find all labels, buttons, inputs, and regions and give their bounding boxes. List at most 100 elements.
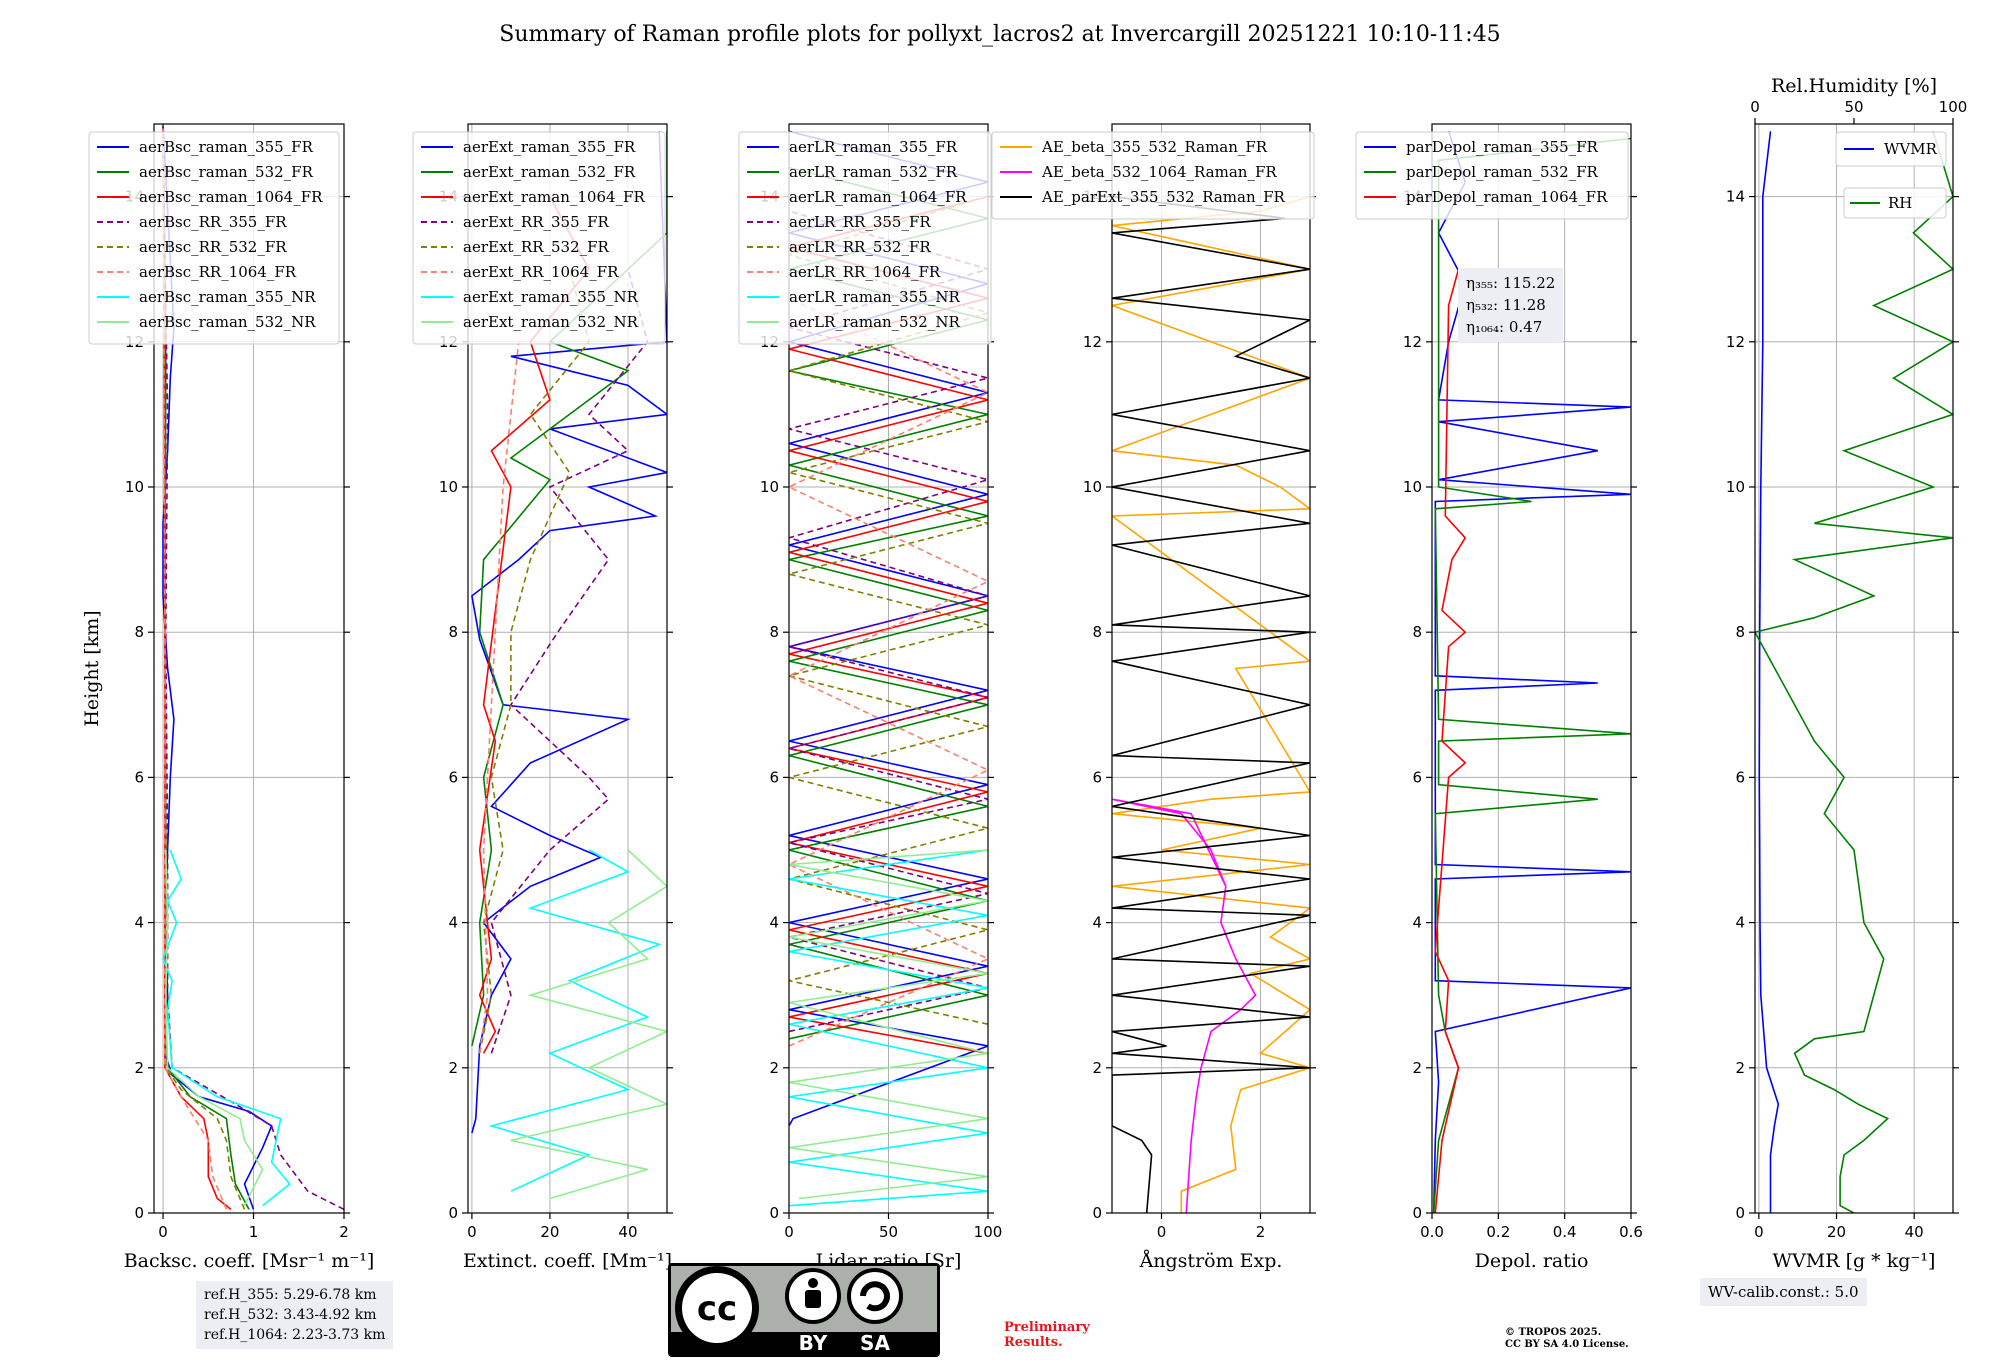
series-line-aerBsc_raman_532_NR bbox=[164, 849, 264, 1207]
eta-1064: η₁₀₆₄: 0.47 bbox=[1466, 318, 1543, 336]
legend: parDepol_raman_355_FR parDepol_raman_532_… bbox=[1355, 131, 1629, 220]
legend-label: AE_beta_532_1064_Raman_FR bbox=[1041, 163, 1277, 181]
legend-label: aerLR_RR_355_FR bbox=[789, 213, 931, 231]
x-tick-label: 40 bbox=[618, 1223, 637, 1241]
x-tick-label: 20 bbox=[1827, 1223, 1846, 1241]
y-tick-label: 4 bbox=[134, 914, 144, 932]
legend-label: aerBsc_RR_355_FR bbox=[139, 213, 287, 231]
series-line-aerExt_raman_355_NR bbox=[488, 849, 662, 1192]
axes-frame bbox=[1111, 123, 1311, 1214]
y-tick-label: 8 bbox=[1092, 623, 1102, 641]
legend-box-rh bbox=[1843, 187, 1947, 219]
y-tick-label: 2 bbox=[1412, 1059, 1422, 1077]
series-line-AE_beta_532_1064_Raman_FR bbox=[1112, 798, 1257, 1213]
x-tick-label: 0 bbox=[158, 1223, 168, 1241]
y-tick-label: 12 bbox=[1726, 333, 1745, 351]
preliminary-line-1: Preliminary bbox=[1004, 1320, 1090, 1335]
legend-label: aerBsc_raman_355_NR bbox=[139, 288, 316, 306]
y-tick-label: 10 bbox=[1403, 478, 1422, 496]
x-tick-label: 1 bbox=[249, 1223, 259, 1241]
y-tick-label: 12 bbox=[1403, 333, 1422, 351]
legend-label: WVMR bbox=[1884, 140, 1938, 158]
y-axis-label: Height [km] bbox=[81, 610, 103, 726]
y-tick-label: 0 bbox=[134, 1204, 144, 1222]
series-group bbox=[471, 131, 667, 1200]
y-tick-label: 10 bbox=[1083, 478, 1102, 496]
series-line-aerBsc_RR_1064_FR bbox=[162, 124, 228, 1210]
series-line-aerLR_raman_532_NR bbox=[789, 849, 988, 1200]
legend-label: aerLR_raman_532_NR bbox=[789, 313, 960, 331]
y-tick-label: 10 bbox=[125, 478, 144, 496]
legend-label: aerBsc_raman_355_FR bbox=[139, 138, 314, 156]
legend-label: aerBsc_RR_1064_FR bbox=[139, 263, 297, 281]
y-tick-label: 2 bbox=[1092, 1059, 1102, 1077]
x-tick-label: 0.6 bbox=[1619, 1223, 1643, 1241]
legend-label: aerLR_raman_355_FR bbox=[789, 138, 958, 156]
wv-calib-const: WV-calib.const.: 5.0 bbox=[1708, 1283, 1859, 1301]
cc-icon: cc bbox=[697, 1289, 737, 1329]
y-tick-label: 4 bbox=[1412, 914, 1422, 932]
y-tick-label: 8 bbox=[134, 623, 144, 641]
y-tick-label: 4 bbox=[448, 914, 458, 932]
legend-label: aerLR_raman_1064_FR bbox=[789, 188, 967, 206]
series-group bbox=[1432, 131, 1631, 1213]
x-axis-label: Backsc. coeff. [Msr⁻¹ m⁻¹] bbox=[124, 1250, 375, 1272]
cc-logo-circle bbox=[682, 1273, 752, 1343]
y-tick-label: 8 bbox=[1735, 623, 1745, 641]
y-tick-label: 14 bbox=[1726, 188, 1745, 206]
series-line-AE_parExt_355_532_Raman_FR bbox=[1112, 195, 1310, 1213]
wv-calib-box: WV-calib.const.: 5.0 bbox=[1700, 1278, 1867, 1306]
ref-height-532: ref.H_532: 3.43-4.92 km bbox=[204, 1307, 377, 1323]
y-tick-label: 10 bbox=[1726, 478, 1745, 496]
x-tick-label: 0 bbox=[1157, 1223, 1167, 1241]
axes-frame bbox=[467, 123, 668, 1214]
legend-label: aerExt_RR_355_FR bbox=[463, 213, 610, 231]
y-tick-label: 8 bbox=[1412, 623, 1422, 641]
legend-label: aerExt_raman_532_FR bbox=[463, 163, 636, 181]
ref-height-355: ref.H_355: 5.29-6.78 km bbox=[204, 1287, 377, 1303]
by-label: BY bbox=[799, 1331, 828, 1355]
legend-label: parDepol_raman_355_FR bbox=[1406, 138, 1599, 156]
legend-label: aerExt_raman_1064_FR bbox=[463, 188, 645, 206]
series-group bbox=[789, 130, 988, 1207]
legend: aerExt_raman_355_FR aerExt_raman_532_FRae… bbox=[412, 131, 666, 345]
eta-box: η₃₅₅: 115.22 η₅₃₂: 11.28 η₁₀₆₄: 0.47 bbox=[1458, 268, 1564, 342]
top-x-tick-label: 100 bbox=[1939, 98, 1968, 116]
y-tick-label: 6 bbox=[134, 768, 144, 786]
y-tick-label: 2 bbox=[448, 1059, 458, 1077]
x-tick-label: 2 bbox=[339, 1223, 349, 1241]
series-line-aerLR_raman_355_NR bbox=[789, 849, 988, 1207]
y-tick-label: 0 bbox=[1412, 1204, 1422, 1222]
legend-label: aerExt_raman_355_NR bbox=[463, 288, 639, 306]
legend-label: aerExt_raman_355_FR bbox=[463, 138, 636, 156]
legend-label: parDepol_raman_1064_FR bbox=[1406, 188, 1608, 206]
y-tick-label: 4 bbox=[1735, 914, 1745, 932]
legend: aerLR_raman_355_FR aerLR_raman_532_FR aerL… bbox=[738, 131, 992, 345]
legend-label: aerLR_RR_532_FR bbox=[789, 238, 931, 256]
axes-frame bbox=[153, 123, 345, 1214]
series-line-parDepol_raman_355_FR bbox=[1432, 131, 1631, 1213]
series-group bbox=[1755, 131, 1953, 1213]
y-tick-label: 6 bbox=[1735, 768, 1745, 786]
axes-frame bbox=[1431, 123, 1632, 1214]
sa-label: SA bbox=[860, 1331, 890, 1355]
x-tick-label: 20 bbox=[540, 1223, 559, 1241]
legend: aerBsc_raman_355_FR aerBsc_raman_532_FRae… bbox=[88, 131, 340, 345]
x-tick-label: 0 bbox=[784, 1223, 794, 1241]
preliminary-line-2: Results. bbox=[1004, 1335, 1063, 1350]
x-axis-label: Depol. ratio bbox=[1475, 1250, 1589, 1272]
legend: WVMR RH bbox=[1835, 131, 1947, 219]
legend-box bbox=[991, 131, 1315, 220]
y-tick-label: 6 bbox=[1092, 768, 1102, 786]
y-tick-label: 0 bbox=[1735, 1204, 1745, 1222]
y-tick-label: 0 bbox=[448, 1204, 458, 1222]
y-tick-label: 6 bbox=[1412, 768, 1422, 786]
legend-label: aerBsc_raman_532_FR bbox=[139, 163, 314, 181]
y-tick-label: 10 bbox=[760, 478, 779, 496]
legend-label: aerExt_RR_532_FR bbox=[463, 238, 610, 256]
x-tick-label: 50 bbox=[879, 1223, 898, 1241]
series-line-aerBsc_RR_532_FR bbox=[162, 124, 246, 1210]
top-x-tick-label: 0 bbox=[1750, 98, 1760, 116]
